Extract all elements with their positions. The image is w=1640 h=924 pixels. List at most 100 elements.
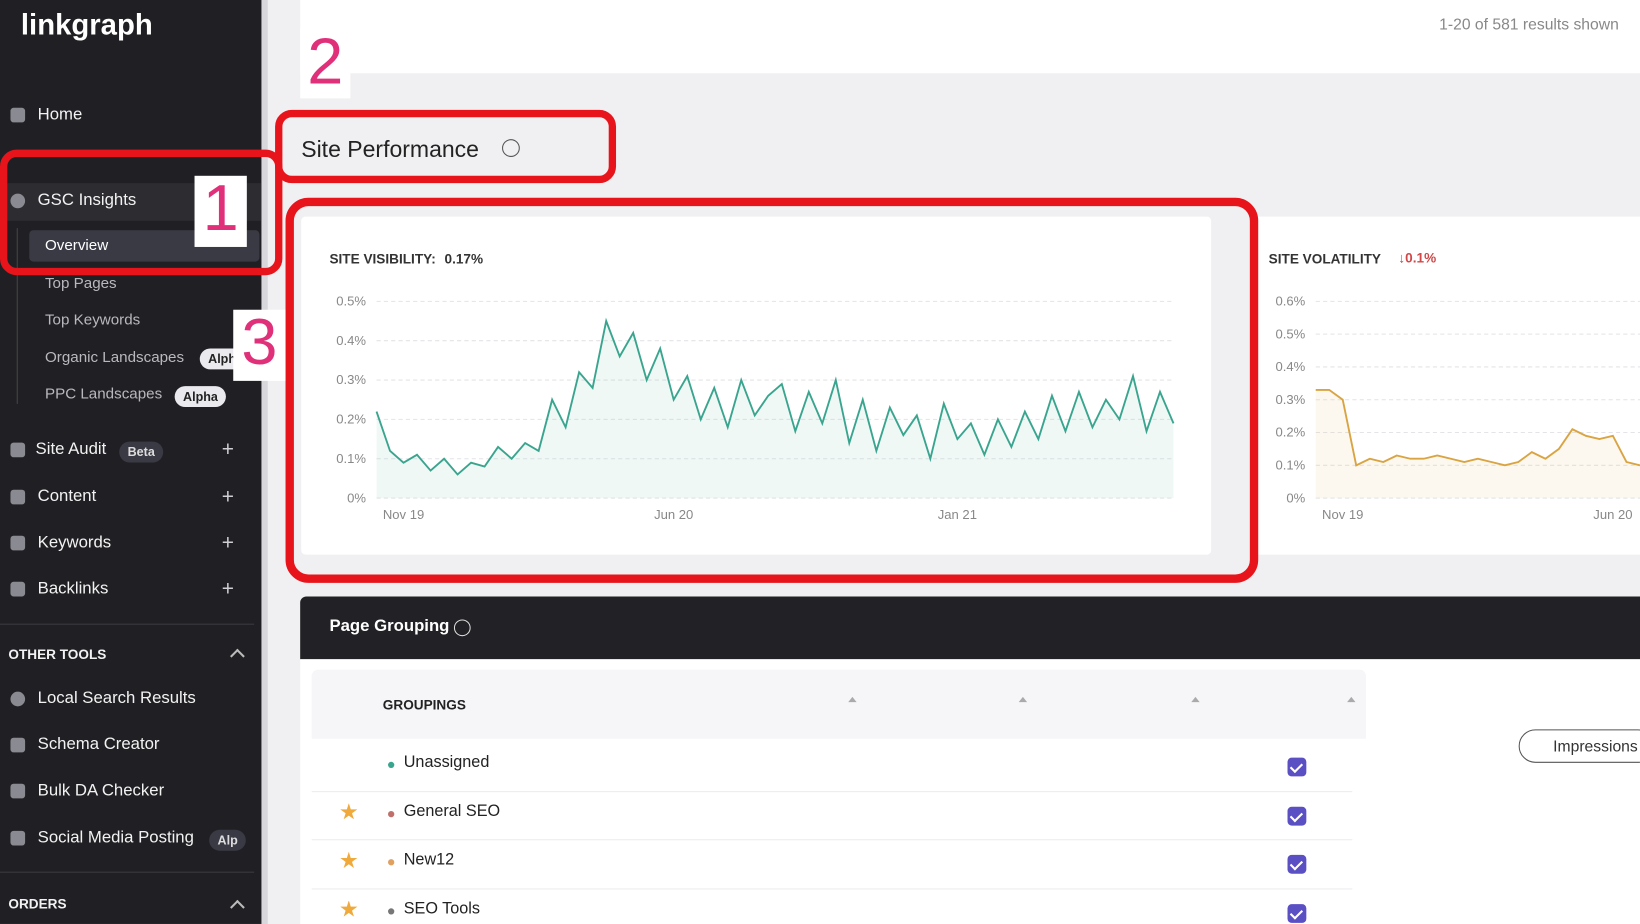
annotation-number: 3 [233, 309, 286, 381]
checkbox[interactable] [1287, 757, 1307, 777]
annotation-box [0, 149, 283, 276]
nav-tool[interactable]: Site Audit [35, 440, 107, 459]
sort-icon[interactable] [1018, 696, 1028, 703]
section-heading: OTHER TOOLS [8, 646, 107, 663]
table-cell: Unassigned [403, 753, 490, 772]
group-dot [388, 859, 395, 866]
y-tick-label: 0.6% [1276, 294, 1306, 309]
divider [0, 623, 255, 625]
annotation-box [275, 109, 617, 184]
badge: Alp [209, 829, 247, 851]
area [376, 321, 1174, 499]
chart-value: 0.17% [444, 251, 484, 267]
checkbox[interactable] [1287, 903, 1307, 923]
nav-gsc-insights[interactable]: GSC Insights [37, 191, 137, 210]
tree-line [16, 228, 18, 404]
sort-icon[interactable] [1191, 696, 1200, 703]
tool-icon [10, 691, 26, 707]
y-tick-label: 0.2% [336, 412, 366, 427]
home-icon [10, 107, 26, 123]
subnav-item[interactable]: Overview [44, 237, 109, 255]
section-title: Site Performance [301, 136, 479, 163]
grouping-title: Page Grouping [329, 617, 450, 636]
toggle-label[interactable]: Impressions [1553, 737, 1638, 756]
toggle[interactable] [1518, 729, 1640, 763]
results-count: 1-20 of 581 results shown [1439, 15, 1619, 34]
badge: Beta [119, 441, 164, 463]
row-divider [311, 839, 1353, 841]
row-divider [311, 790, 1353, 792]
nav-tool[interactable]: Schema Creator [37, 735, 160, 754]
x-tick-label: Nov 19 [383, 507, 424, 522]
y-tick-label: 0.3% [1276, 392, 1306, 407]
tool-icon [10, 442, 26, 458]
tool-icon [10, 535, 26, 551]
checkbox[interactable] [1287, 806, 1307, 826]
x-tick-label: Jun 20 [654, 507, 693, 522]
y-tick-label: 0.1% [336, 451, 366, 466]
tool-icon [10, 737, 26, 753]
group-dot [388, 761, 395, 769]
annotation-box [285, 197, 1259, 583]
section-heading: ORDERS [8, 895, 67, 912]
sort-icon[interactable] [1347, 696, 1356, 703]
nav-tool[interactable]: Content [37, 487, 97, 506]
chart-title: SITE VOLATILITY [1268, 251, 1381, 267]
area [1315, 389, 1640, 499]
chart-change: ↓0.1% [1398, 250, 1437, 266]
logo[interactable]: linkgraph [20, 8, 153, 41]
y-tick-label: 0.2% [1276, 425, 1306, 440]
table-cell: General SEO [403, 802, 501, 820]
sidebar-edge [261, 0, 268, 924]
tool-icon [10, 830, 26, 846]
top-bar [300, 0, 1640, 74]
group-dot [388, 907, 395, 915]
badge: Alpha [174, 386, 227, 408]
tool-icon [10, 489, 26, 505]
nav-tool[interactable]: Bulk DA Checker [37, 781, 165, 800]
table-cell: SEO Tools [403, 899, 481, 918]
x-tick-label: Jun 20 [1593, 507, 1632, 522]
nav-tool[interactable]: Keywords [37, 533, 112, 552]
nav-tool[interactable]: Local Search Results [37, 689, 196, 708]
y-tick-label: 0.1% [1276, 457, 1306, 472]
x-tick-label: Nov 19 [1322, 507, 1363, 522]
info-icon[interactable] [453, 619, 471, 637]
annotation-number: 2 [300, 29, 351, 99]
tool-icon [10, 581, 26, 597]
sort-icon[interactable] [848, 696, 857, 703]
y-tick-label: 0.4% [1276, 359, 1306, 374]
divider [0, 871, 255, 873]
expand-icon[interactable]: + [221, 531, 234, 555]
subnav-item[interactable]: Top Keywords [44, 311, 141, 329]
line [375, 317, 1175, 476]
nav-tool[interactable]: Backlinks [37, 579, 109, 598]
nav-home[interactable]: Home [37, 105, 83, 124]
y-tick-label: 0.3% [336, 372, 366, 387]
expand-icon[interactable]: + [221, 485, 234, 509]
tool-icon [10, 783, 26, 799]
subnav-item[interactable]: Top Pages [44, 275, 117, 292]
gsc-icon [10, 193, 26, 209]
y-tick-label: 0.4% [336, 333, 366, 348]
chart-title: SITE VISIBILITY: [329, 251, 436, 267]
checkbox[interactable] [1287, 854, 1307, 874]
grouping-header [300, 596, 1640, 660]
expand-icon[interactable]: + [221, 577, 234, 601]
column-header: GROUPINGS [382, 696, 466, 713]
nav-tool[interactable]: Social Media Posting [37, 828, 194, 847]
row-divider [311, 887, 1353, 889]
annotation-number: 1 [194, 175, 247, 247]
info-icon[interactable] [502, 139, 520, 157]
table-head-bg [311, 669, 1366, 739]
y-tick-label: 0% [1286, 490, 1305, 505]
subnav-item[interactable]: Organic Landscapes [44, 349, 185, 367]
expand-icon[interactable]: + [221, 438, 234, 462]
subnav-item[interactable]: PPC Landscapes [44, 386, 163, 403]
y-tick-label: 0.5% [336, 294, 366, 309]
group-dot [388, 810, 395, 817]
x-tick-label: Jan 21 [938, 507, 977, 522]
